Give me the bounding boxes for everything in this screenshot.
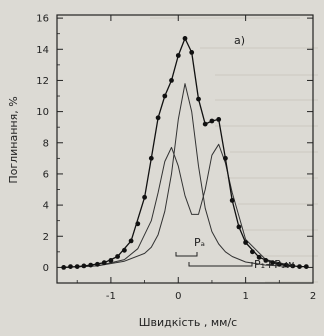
data-point bbox=[216, 117, 222, 122]
data-point bbox=[142, 194, 148, 200]
x-tick-label: -1 bbox=[106, 291, 116, 302]
x-tick-label: 2 bbox=[310, 291, 316, 302]
data-point bbox=[263, 258, 269, 263]
x-tick-label: 0 bbox=[175, 291, 181, 302]
data-point bbox=[74, 264, 80, 269]
data-point bbox=[122, 247, 127, 253]
data-point bbox=[243, 240, 249, 245]
data-point bbox=[229, 198, 235, 203]
data-point bbox=[68, 264, 73, 269]
annotation-p-a: Pₐ bbox=[194, 236, 205, 249]
series-line bbox=[63, 37, 307, 269]
data-point bbox=[95, 261, 100, 267]
y-tick-label: 12 bbox=[36, 76, 49, 87]
data-point bbox=[135, 221, 141, 227]
y-axis-label: Поглинання, % bbox=[7, 96, 20, 183]
data-point bbox=[115, 254, 120, 259]
data-point bbox=[61, 265, 67, 270]
bracket-markers bbox=[175, 252, 253, 267]
data-point bbox=[250, 249, 255, 255]
background-page-lines bbox=[150, 17, 318, 283]
data-point bbox=[155, 115, 161, 121]
panel-label: a) bbox=[234, 34, 245, 47]
y-tick-label: 4 bbox=[43, 201, 49, 212]
data-point bbox=[303, 264, 309, 269]
x-tick-label: 1 bbox=[242, 291, 248, 302]
data-point bbox=[175, 53, 181, 58]
x-axis-ticks: -1 0 1 2 bbox=[76, 15, 316, 302]
data-point bbox=[290, 263, 296, 269]
series-line bbox=[63, 83, 293, 268]
data-point bbox=[81, 263, 87, 269]
annotation-p1-p1w: P₁+P₁w bbox=[254, 258, 294, 271]
fit-curve bbox=[63, 37, 307, 269]
x-axis-label: Швидкість , мм/с bbox=[139, 316, 237, 329]
data-point bbox=[189, 50, 195, 55]
data-point bbox=[128, 238, 134, 244]
y-tick-label: 8 bbox=[43, 138, 49, 149]
y-tick-label: 6 bbox=[43, 169, 49, 180]
experimental-points bbox=[61, 36, 309, 270]
y-tick-label: 0 bbox=[43, 263, 49, 274]
subspectrum-pa-curve bbox=[63, 83, 293, 268]
data-point bbox=[297, 264, 302, 269]
y-tick-label: 16 bbox=[36, 14, 49, 25]
y-tick-label: 2 bbox=[43, 232, 49, 243]
data-point bbox=[209, 118, 215, 124]
series-line bbox=[63, 143, 293, 268]
y-tick-label: 14 bbox=[36, 45, 49, 56]
data-point bbox=[202, 121, 208, 127]
data-point bbox=[162, 93, 168, 99]
data-point bbox=[270, 260, 275, 266]
data-point bbox=[276, 261, 282, 267]
data-point bbox=[88, 262, 94, 268]
bracket-pa bbox=[175, 252, 198, 257]
data-point bbox=[223, 155, 228, 161]
y-axis-ticks: 0 2 4 6 8 10 12 14 16 bbox=[36, 14, 313, 274]
data-point bbox=[169, 78, 174, 83]
data-point bbox=[256, 254, 262, 260]
data-point bbox=[101, 260, 107, 266]
plot-frame bbox=[56, 14, 314, 284]
data-point bbox=[236, 224, 242, 230]
data-point bbox=[148, 155, 154, 161]
bracket-p1 bbox=[188, 262, 253, 267]
data-point bbox=[196, 96, 201, 102]
subspectrum-p1-curve bbox=[63, 143, 293, 268]
data-point bbox=[182, 36, 188, 41]
y-tick-label: 10 bbox=[36, 107, 49, 118]
data-point bbox=[108, 258, 114, 263]
data-point bbox=[283, 262, 289, 268]
